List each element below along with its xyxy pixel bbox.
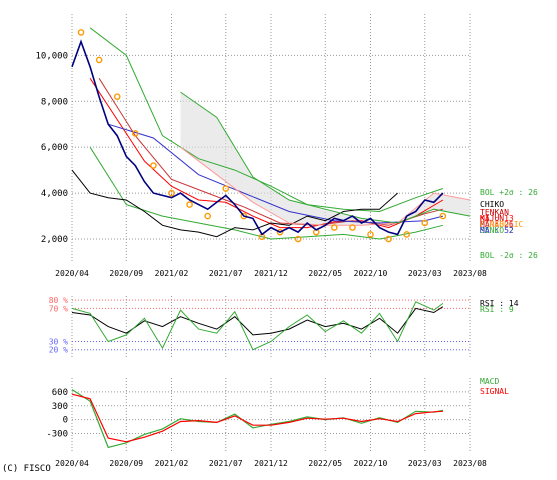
- y-tick-label: 4,000: [41, 189, 68, 199]
- parabolic-point: [132, 130, 139, 137]
- ma-13-line: [89, 78, 444, 229]
- parabolic-point: [95, 56, 103, 64]
- legend-label: SIGNAL: [480, 387, 509, 396]
- x-tick-label: 2021/02: [155, 459, 189, 468]
- parabolic-point: [77, 29, 85, 36]
- parabolic-point: [204, 212, 211, 220]
- rsi-reference-label: 70 %: [49, 304, 68, 313]
- x-tick-label: 2021/12: [254, 269, 288, 278]
- bol-2-26-line: [89, 27, 444, 213]
- parabolic-point: [294, 235, 302, 243]
- parabolic-point: [439, 212, 447, 220]
- legend-label: BOL -2σ : 26: [480, 251, 538, 260]
- legend-label: SENKO 2: [480, 226, 514, 235]
- price-line: [71, 39, 444, 236]
- parabolic-point: [168, 189, 175, 197]
- y-tick-label: 2,000: [41, 235, 68, 245]
- x-tick-label: 2021/02: [155, 269, 189, 278]
- x-tick-label: 2022/05: [308, 269, 342, 278]
- legend-label: MA : 13: [480, 214, 514, 223]
- parabolic-point: [367, 231, 374, 238]
- senko-2-line: [180, 91, 471, 224]
- signal-line: [71, 393, 443, 443]
- x-tick-label: 2020/04: [55, 459, 89, 468]
- legend-label: MA : 26: [480, 220, 514, 229]
- rsi-reference-label: 30 %: [49, 337, 68, 346]
- x-tick-label: 2023/03: [408, 459, 442, 468]
- parabolic-point: [421, 219, 429, 227]
- x-tick-label: 2021/07: [209, 269, 243, 278]
- x-tick-label: 2021/12: [254, 459, 288, 468]
- legend-label: MA : 52: [480, 226, 514, 235]
- parabolic-point: [222, 185, 230, 192]
- parabolic-point: [385, 235, 392, 243]
- x-tick-label: 2022/05: [308, 459, 342, 468]
- x-tick-label: 2023/08: [453, 459, 487, 468]
- ma-52-line: [108, 123, 444, 224]
- rsi-reference-label: 20 %: [49, 346, 68, 355]
- legend-label: RSI : 14: [480, 299, 519, 308]
- y-tick-label: 8,000: [41, 97, 68, 107]
- x-tick-label: 2021/07: [209, 459, 243, 468]
- legend-label: PARABOLIC: [480, 220, 524, 229]
- y-tick-label: 300: [52, 402, 68, 412]
- y-tick-label: 600: [52, 388, 68, 398]
- parabolic-point: [331, 224, 338, 231]
- x-tick-label: 2023/08: [453, 269, 487, 278]
- parabolic-point: [113, 93, 121, 100]
- y-tick-label: 0: [63, 416, 68, 426]
- legend-label: CHIKO: [480, 200, 504, 209]
- parabolic-point: [403, 231, 410, 238]
- legend-label: RSI : 9: [480, 305, 514, 314]
- x-tick-label: 2020/09: [109, 459, 143, 468]
- legend-label: KIJUN: [480, 214, 504, 223]
- y-tick-label: 10,000: [35, 51, 68, 61]
- x-tick-label: 2022/10: [354, 459, 388, 468]
- rsi-14-line: [71, 306, 444, 336]
- legend-label: MACD: [480, 377, 499, 386]
- y-tick-label: 6,000: [41, 143, 68, 153]
- parabolic-point: [186, 201, 193, 208]
- bol-2-26-line: [89, 146, 444, 240]
- x-tick-label: 2022/10: [354, 269, 388, 278]
- chiko-line: [71, 169, 398, 238]
- macd-line: [71, 389, 444, 449]
- x-tick-label: 2023/03: [408, 269, 442, 278]
- legend-label: SENKO 1: [480, 220, 514, 229]
- rsi-reference-label: 80 %: [49, 296, 68, 305]
- parabolic-point: [276, 228, 284, 236]
- parabolic-point: [349, 224, 356, 231]
- legend-label: TENKAN: [480, 208, 509, 217]
- legend-label: BOL +2σ : 26: [480, 188, 538, 197]
- parabolic-point: [150, 162, 157, 169]
- ichimoku-cloud: [180, 92, 470, 226]
- y-tick-label: -300: [46, 430, 68, 440]
- x-tick-label: 2020/09: [109, 269, 143, 278]
- price-panel: 2,000 4,000 6,000 8,000 10,000 2020/04 2020/09…: [35, 14, 538, 278]
- copyright-text: (C) FISCO: [2, 464, 51, 474]
- x-tick-label: 2020/04: [55, 269, 89, 278]
- rsi-9-line: [71, 301, 444, 351]
